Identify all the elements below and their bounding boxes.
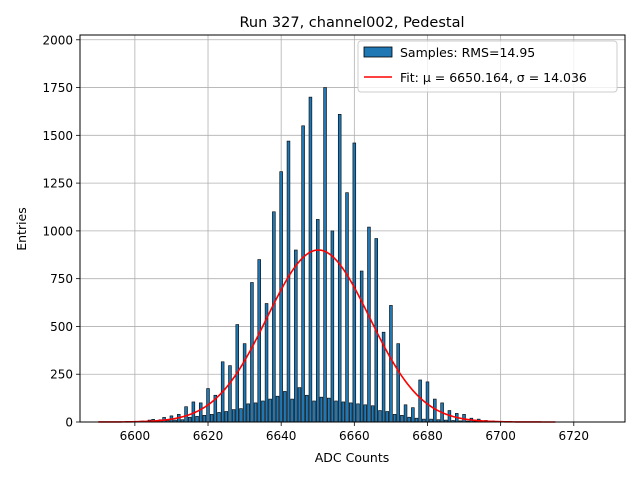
histogram-bar xyxy=(228,365,232,423)
histogram-bar xyxy=(400,415,404,423)
histogram-bar xyxy=(378,410,382,423)
histogram-bar xyxy=(195,415,199,423)
x-tick-label: 6720 xyxy=(559,429,590,443)
histogram-bar xyxy=(286,140,291,423)
histogram-bar xyxy=(272,211,276,423)
histogram-bar xyxy=(184,406,188,423)
histogram-bar xyxy=(341,401,346,423)
x-tick-label: 6660 xyxy=(339,429,370,443)
histogram-bar xyxy=(297,387,302,423)
histogram-bar xyxy=(231,409,236,423)
histogram-bar xyxy=(198,402,203,423)
histogram-bar xyxy=(246,403,250,423)
histogram-bar xyxy=(312,400,316,423)
histogram-bar xyxy=(188,416,192,423)
legend: Samples: RMS=14.95 Fit: μ = 6650.164, σ … xyxy=(357,40,618,93)
histogram-bar xyxy=(385,411,389,423)
x-tick-label: 6640 xyxy=(266,429,297,443)
histogram-bar xyxy=(257,259,261,423)
histogram-bar xyxy=(279,171,283,423)
histogram-bar xyxy=(334,400,338,423)
histogram-bar xyxy=(389,305,393,423)
histogram-bar xyxy=(433,398,437,423)
x-tick-label: 6600 xyxy=(120,429,151,443)
y-tick-label: 500 xyxy=(50,320,73,334)
histogram-bar xyxy=(392,414,397,423)
histogram-bar xyxy=(363,404,368,423)
histogram-bar xyxy=(242,343,247,423)
histogram-bar xyxy=(250,282,254,423)
histogram-bar xyxy=(403,404,408,423)
y-tick-label: 1250 xyxy=(42,177,73,191)
x-axis-ticks: 6600 6620 6640 6660 6680 6700 6720 xyxy=(120,422,589,443)
gaussian-fit-curve xyxy=(98,249,556,423)
histogram-bar xyxy=(319,396,324,423)
x-tick-label: 6620 xyxy=(193,429,224,443)
histogram-bar xyxy=(414,417,419,423)
histogram-bar xyxy=(323,87,327,423)
x-tick-label: 6700 xyxy=(485,429,516,443)
y-axis-ticks: 0 250 500 750 1000 1250 1500 1750 2000 xyxy=(42,33,80,430)
histogram-bar xyxy=(425,381,430,423)
histogram-bar xyxy=(253,402,258,423)
histogram-bar xyxy=(337,114,342,423)
y-tick-label: 1750 xyxy=(42,81,73,95)
legend-samples-swatch xyxy=(363,46,393,58)
histogram-bar xyxy=(294,249,298,423)
histogram-bar xyxy=(283,391,287,423)
histogram-bar xyxy=(217,412,221,423)
histogram-bar xyxy=(359,270,364,423)
histogram-bar xyxy=(348,402,353,423)
histogram-bars xyxy=(133,87,507,423)
y-tick-label: 1500 xyxy=(42,129,73,143)
grid-lines xyxy=(80,35,625,423)
histogram-bar xyxy=(330,230,335,423)
histogram-bar xyxy=(202,415,207,423)
histogram-bar xyxy=(261,400,265,423)
histogram-bar xyxy=(370,405,375,423)
legend-fit-label: Fit: μ = 6650.164, σ = 14.036 xyxy=(400,70,587,85)
histogram-bar xyxy=(239,408,243,423)
histogram-bar xyxy=(396,343,400,423)
legend-samples-label: Samples: RMS=14.95 xyxy=(400,45,535,60)
histogram-bar xyxy=(352,142,357,423)
y-tick-label: 250 xyxy=(50,368,73,382)
histogram-bar xyxy=(305,394,309,423)
y-tick-label: 1000 xyxy=(42,224,73,238)
histogram-bar xyxy=(407,416,411,423)
histogram-bar xyxy=(418,379,422,423)
histogram-bar xyxy=(326,397,331,423)
plot-frame xyxy=(79,34,626,423)
histogram-bar xyxy=(367,226,371,423)
histogram-bar xyxy=(275,395,280,423)
chart-title: Run 327, channel002, Pedestal xyxy=(239,15,464,31)
histogram-bar xyxy=(268,398,272,423)
x-axis-label: ADC Counts xyxy=(315,450,390,465)
legend-box xyxy=(357,40,618,93)
x-tick-label: 6680 xyxy=(412,429,443,443)
histogram-bar xyxy=(301,125,305,423)
histogram-bar xyxy=(290,398,294,423)
y-tick-label: 750 xyxy=(50,272,73,286)
y-axis-label: Entries xyxy=(14,207,29,251)
histogram-bar xyxy=(356,403,360,423)
histogram-bar xyxy=(411,407,415,423)
y-tick-label: 2000 xyxy=(42,33,73,47)
histogram-bar xyxy=(224,411,229,423)
y-tick-label: 0 xyxy=(65,416,73,430)
histogram-bar xyxy=(308,96,313,423)
histogram-bar xyxy=(209,414,214,423)
histogram-bar xyxy=(345,192,349,423)
